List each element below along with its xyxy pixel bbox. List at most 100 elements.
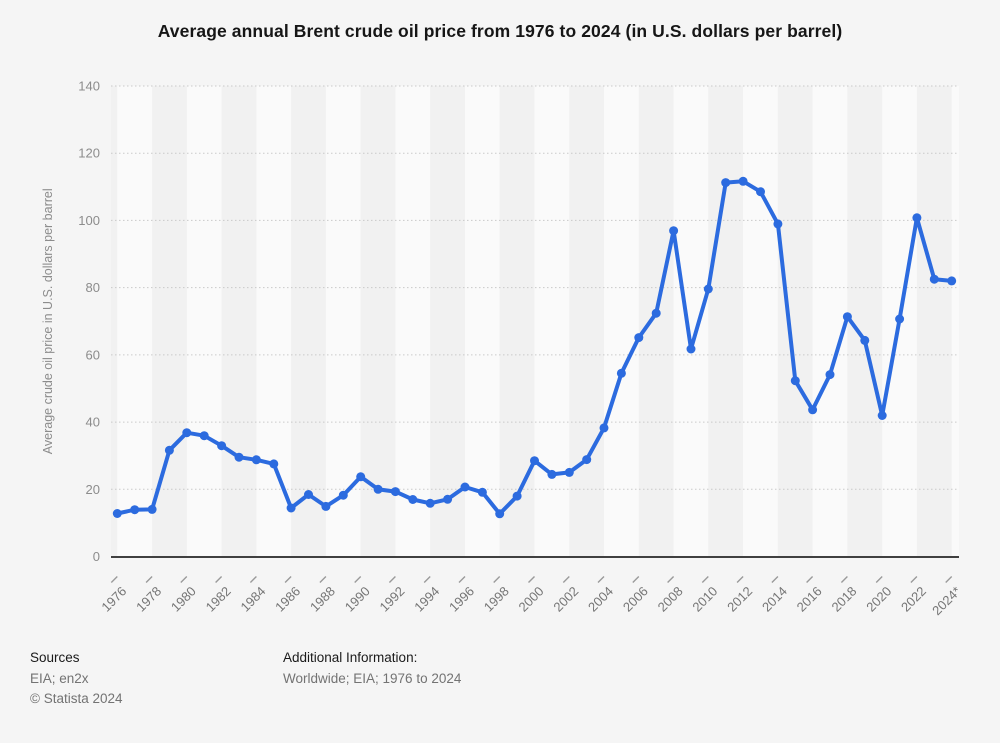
data-point-2018[interactable] [842, 312, 852, 322]
x-axis-tick [249, 576, 257, 583]
data-point-2021[interactable] [895, 314, 905, 324]
plot-band [812, 86, 848, 557]
x-axis-tick [354, 576, 362, 583]
data-point-2000[interactable] [530, 456, 539, 466]
data-point-1985[interactable] [269, 459, 279, 469]
data-point-1990[interactable] [356, 472, 366, 482]
x-axis-tick-label: 1998 [481, 584, 512, 615]
x-axis-tick [145, 576, 153, 583]
data-point-1984[interactable] [251, 455, 261, 465]
sources-text: EIA; en2x [30, 670, 89, 686]
x-axis-tick [284, 576, 292, 583]
data-point-1993[interactable] [408, 495, 418, 504]
data-point-2024[interactable] [947, 276, 957, 286]
y-axis-tick-label: 40 [86, 415, 100, 430]
data-point-1999[interactable] [512, 491, 522, 501]
plot-band [673, 86, 709, 557]
y-axis-tick-label: 0 [93, 549, 100, 564]
data-point-1983[interactable] [234, 452, 244, 462]
x-axis-tick-label: 1992 [376, 584, 407, 615]
data-point-1996[interactable] [460, 482, 470, 492]
x-axis-tick-label: 1990 [342, 584, 373, 615]
data-point-2005[interactable] [616, 368, 626, 378]
data-point-2007[interactable] [651, 308, 661, 318]
data-point-1998[interactable] [495, 509, 505, 519]
plot-band [743, 86, 778, 557]
data-point-2001[interactable] [547, 469, 557, 479]
data-point-1995[interactable] [443, 494, 453, 504]
data-point-2020[interactable] [877, 411, 887, 420]
data-point-2008[interactable] [669, 226, 679, 236]
plot-band [291, 86, 326, 557]
additional-info-text: Worldwide; EIA; 1976 to 2024 [283, 670, 462, 686]
data-point-1982[interactable] [217, 441, 227, 451]
x-axis-tick-label: 2006 [620, 584, 651, 615]
x-axis-tick [110, 576, 118, 583]
x-axis-tick-label: 1980 [168, 584, 199, 615]
x-axis-tick-label: 2008 [655, 584, 686, 615]
data-point-2012[interactable] [738, 176, 748, 186]
x-axis-tick [875, 576, 883, 583]
x-axis-tick [423, 576, 431, 583]
x-axis-tick [388, 576, 396, 583]
data-point-1976[interactable] [112, 509, 122, 518]
x-axis-tick-label: 1996 [446, 584, 477, 615]
data-point-2002[interactable] [564, 467, 574, 477]
y-axis-title: Average crude oil price in U.S. dollars … [41, 188, 55, 454]
x-axis-tick-label: 2000 [516, 584, 547, 615]
data-point-2010[interactable] [703, 284, 713, 294]
plot-band [916, 86, 952, 557]
x-axis-tick [667, 576, 675, 583]
data-point-2013[interactable] [756, 187, 765, 197]
data-point-2017[interactable] [825, 370, 835, 380]
plot-band [777, 86, 813, 557]
x-axis-tick [910, 576, 918, 583]
data-point-1979[interactable] [164, 445, 174, 455]
plot-band [638, 86, 674, 557]
data-point-2003[interactable] [582, 455, 592, 465]
data-point-1994[interactable] [425, 498, 435, 508]
plot-band [152, 86, 187, 557]
data-point-2009[interactable] [686, 344, 696, 354]
data-point-1980[interactable] [182, 428, 192, 438]
x-axis-tick-label: 1988 [307, 584, 338, 615]
y-axis-tick-label: 80 [86, 280, 100, 295]
data-point-2019[interactable] [860, 335, 870, 345]
data-point-2011[interactable] [721, 178, 731, 188]
y-axis-tick-label: 120 [78, 146, 100, 161]
x-axis-tick-label: 1978 [133, 584, 164, 615]
data-point-1989[interactable] [338, 490, 348, 500]
data-point-2022[interactable] [912, 213, 922, 223]
x-axis-tick-label: 1984 [237, 584, 268, 615]
x-axis-tick [840, 576, 848, 583]
x-axis-tick [562, 576, 570, 583]
x-axis-tick [458, 576, 466, 583]
data-point-2006[interactable] [634, 333, 644, 343]
plot-band [325, 86, 361, 557]
data-point-2004[interactable] [599, 423, 609, 433]
data-point-1978[interactable] [147, 504, 157, 514]
data-point-1991[interactable] [373, 484, 383, 494]
x-axis-tick-label: 2002 [550, 584, 581, 615]
plot-band [256, 86, 292, 557]
x-axis-tick-label: 1986 [272, 584, 303, 615]
data-point-1987[interactable] [304, 490, 313, 499]
x-axis-tick [632, 576, 640, 583]
sources-block: Sources EIA; en2x © Statista 2024 [30, 648, 123, 710]
x-axis-tick [493, 576, 501, 583]
data-point-1981[interactable] [199, 431, 209, 441]
data-point-2023[interactable] [929, 274, 939, 284]
data-point-1997[interactable] [477, 487, 487, 497]
data-point-2014[interactable] [773, 219, 783, 229]
data-point-1992[interactable] [390, 487, 400, 497]
data-point-1977[interactable] [130, 505, 140, 515]
x-axis-tick-label: 2014 [759, 584, 790, 615]
data-point-1988[interactable] [321, 501, 331, 511]
data-point-2015[interactable] [790, 376, 800, 386]
copyright-text: © Statista 2024 [30, 691, 123, 706]
data-point-2016[interactable] [808, 405, 818, 415]
x-axis-tick-label: 2012 [724, 584, 755, 615]
data-point-1986[interactable] [286, 503, 296, 513]
additional-info-block: Additional Information: Worldwide; EIA; … [283, 648, 461, 689]
